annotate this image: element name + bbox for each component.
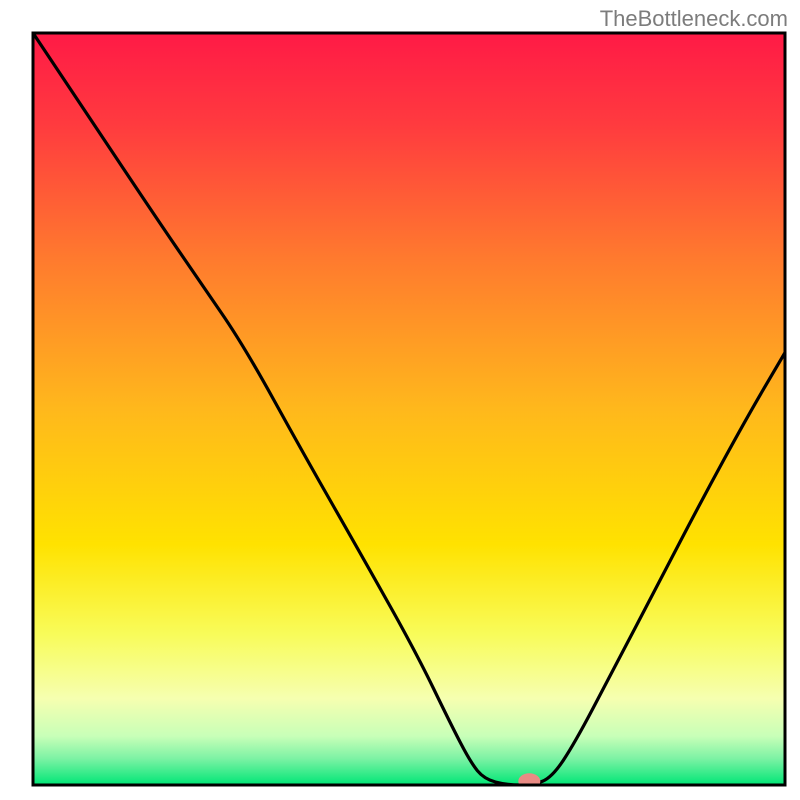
bottleneck-chart-container: TheBottleneck.com (0, 0, 800, 800)
watermark-label: TheBottleneck.com (600, 6, 788, 32)
gradient-background (33, 33, 785, 785)
bottleneck-chart (0, 0, 800, 800)
optimum-marker (518, 773, 540, 789)
